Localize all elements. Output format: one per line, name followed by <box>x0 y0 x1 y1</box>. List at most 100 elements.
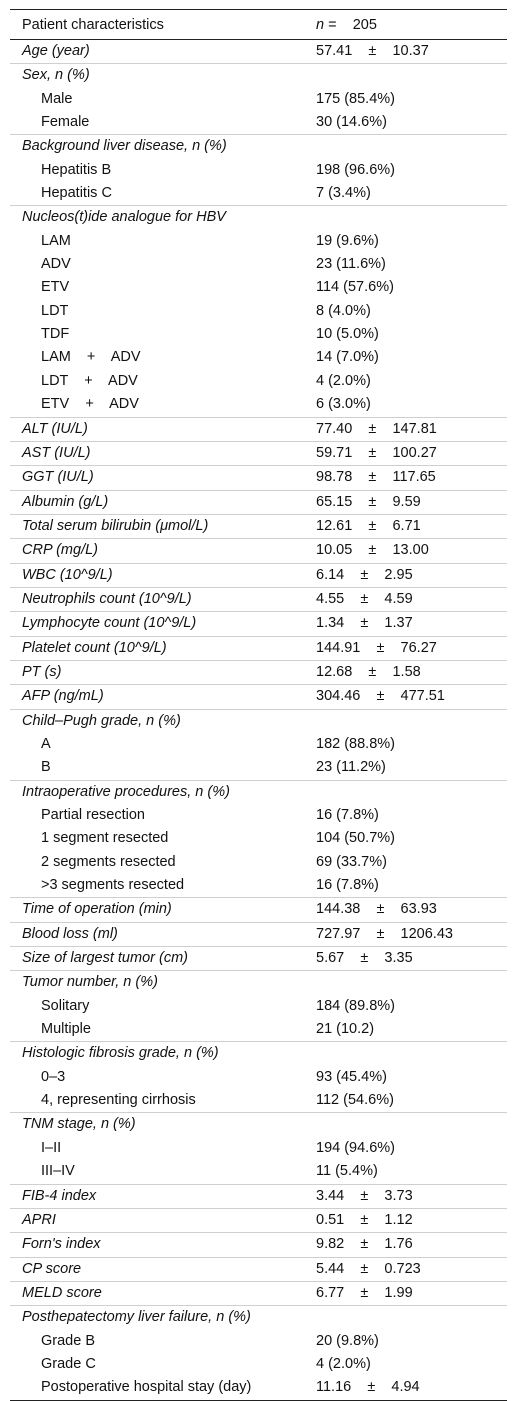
table-row: Lymphocyte count (10^9/L) 1.34 ± 1.37 <box>10 611 507 635</box>
table-row: III–IV 11 (5.4%) <box>10 1160 507 1183</box>
row-value: 93 (45.4%) <box>316 1068 387 1085</box>
row-label: Partial resection <box>41 807 145 823</box>
table-row: LDT 8 (4.0%) <box>10 300 507 323</box>
row-value: 10.05 ± 13.00 <box>316 542 429 559</box>
table-header-row: Patient characteristics n = 205 <box>10 10 507 40</box>
row-value: 8 (4.0%) <box>316 302 371 319</box>
row-label: A <box>41 735 51 752</box>
row-label: Grade C <box>41 1355 96 1372</box>
row-label: WBC (10^9/L) <box>22 566 113 583</box>
row-value: 4 (2.0%) <box>316 1355 371 1372</box>
table-row: MELD score 6.77 ± 1.99 <box>10 1280 507 1305</box>
row-value: 10 (5.0%) <box>316 326 379 343</box>
table-row: ADV 23 (11.6%) <box>10 253 507 276</box>
row-label: III–IV <box>41 1163 75 1180</box>
table-row: Postoperative hospital stay (day) 11.16 ±… <box>10 1376 507 1399</box>
table-row: Total serum bilirubin (μmol/L) 12.61 ± 6.… <box>10 513 507 538</box>
row-label: Neutrophils count (10^9/L) <box>22 590 192 607</box>
row-label: FIB-4 index <box>22 1187 97 1204</box>
table-row: Multiple 21 (10.2) <box>10 1018 507 1041</box>
table-row: LDT + ADV 4 (2.0%) <box>10 370 507 393</box>
row-value: 175 (85.4%) <box>316 90 395 107</box>
row-value: 16 (7.8%) <box>316 877 379 894</box>
header-n-value-text: = 205 <box>328 17 377 33</box>
row-value: 114 (57.6%) <box>316 279 394 296</box>
row-value: 6.14 ± 2.95 <box>316 566 413 583</box>
table-row: 1 segment resected 104 (50.7%) <box>10 827 507 850</box>
row-value: 1.34 ± 1.37 <box>316 615 413 632</box>
row-value: 4.55 ± 4.59 <box>316 590 413 607</box>
row-label: LDT + ADV <box>41 372 138 389</box>
row-value: 59.71 ± 100.27 <box>316 444 437 461</box>
row-label: Intraoperative procedures, n (%) <box>22 783 230 800</box>
table-row: FIB-4 index 3.44 ± 3.73 <box>10 1183 507 1208</box>
row-label: TDF <box>41 326 70 343</box>
row-label: Hepatitis B <box>41 161 112 178</box>
row-label: Solitary <box>41 997 90 1014</box>
table-row: Hepatitis B 198 (96.6%) <box>10 159 507 182</box>
row-value: 16 (7.8%) <box>316 807 379 823</box>
table-row: Blood loss (ml) 727.97 ± 1206.43 <box>10 921 507 946</box>
table-row: Sex, n (%) <box>10 63 507 87</box>
table-row: WBC (10^9/L) 6.14 ± 2.95 <box>10 562 507 587</box>
row-label: PT (s) <box>22 663 62 680</box>
row-value: 20 (9.8%) <box>316 1332 379 1349</box>
table-row: Solitary 184 (89.8%) <box>10 995 507 1018</box>
row-value: 30 (14.6%) <box>316 114 387 131</box>
row-value: 182 (88.8%) <box>316 735 395 752</box>
row-value: 198 (96.6%) <box>316 161 395 178</box>
row-value: 5.67 ± 3.35 <box>316 950 413 967</box>
table-row: Grade C 4 (2.0%) <box>10 1353 507 1376</box>
row-label: B <box>41 759 51 776</box>
row-label: CP score <box>22 1260 82 1277</box>
table-row: Grade B 20 (9.8%) <box>10 1330 507 1353</box>
row-value: 144.38 ± 63.93 <box>316 901 437 918</box>
header-label: Patient characteristics <box>22 17 164 33</box>
table-row: APRI 0.51 ± 1.12 <box>10 1207 507 1232</box>
row-value: 21 (10.2) <box>316 1021 375 1038</box>
row-value: 23 (11.6%) <box>316 256 386 273</box>
row-label: TNM stage, n (%) <box>22 1116 136 1133</box>
row-label: ADV <box>41 256 71 273</box>
row-label: ETV + ADV <box>41 396 139 413</box>
row-value: 194 (94.6%) <box>316 1139 395 1156</box>
row-value: 77.40 ± 147.81 <box>316 420 437 437</box>
row-label: Multiple <box>41 1021 91 1038</box>
row-value: 304.46 ± 477.51 <box>316 688 445 705</box>
row-label: Forn's index <box>22 1236 101 1253</box>
row-value: 6.77 ± 1.99 <box>316 1284 413 1301</box>
row-label: Total serum bilirubin (μmol/L) <box>22 517 209 534</box>
table-row: Forn's index 9.82 ± 1.76 <box>10 1232 507 1256</box>
row-label: Female <box>41 114 90 131</box>
table-row: CRP (mg/L) 10.05 ± 13.00 <box>10 538 507 562</box>
row-value: 57.41 ± 10.37 <box>316 43 429 59</box>
row-label: 4, representing cirrhosis <box>41 1092 196 1109</box>
row-label: Tumor number, n (%) <box>22 974 158 991</box>
table-row: Male 175 (85.4%) <box>10 88 507 111</box>
row-value: 11 (5.4%) <box>316 1163 378 1180</box>
table-row: Intraoperative procedures, n (%) <box>10 779 507 804</box>
table-row: Child–Pugh grade, n (%) <box>10 708 507 733</box>
table-row: 0–3 93 (45.4%) <box>10 1066 507 1089</box>
table-row: LAM 19 (9.6%) <box>10 230 507 253</box>
row-label: Blood loss (ml) <box>22 925 118 942</box>
row-label: Time of operation (min) <box>22 901 172 918</box>
table-row: Platelet count (10^9/L) 144.91 ± 76.27 <box>10 635 507 660</box>
table-row: Albumin (g/L) 65.15 ± 9.59 <box>10 489 507 514</box>
row-label: LAM <box>41 232 71 249</box>
table-row: TDF 10 (5.0%) <box>10 323 507 346</box>
row-label: CRP (mg/L) <box>22 542 98 559</box>
row-value: 14 (7.0%) <box>316 349 379 366</box>
row-label: Hepatitis C <box>41 185 112 202</box>
row-label: Grade B <box>41 1332 95 1349</box>
row-label: Platelet count (10^9/L) <box>22 639 167 656</box>
row-label: Size of largest tumor (cm) <box>22 950 188 967</box>
row-label: LDT <box>41 302 69 319</box>
patient-characteristics-table: Patient characteristics n = 205 Age (yea… <box>10 9 507 1401</box>
row-label: GGT (IU/L) <box>22 469 94 486</box>
table-row: Tumor number, n (%) <box>10 970 507 994</box>
row-label: Histologic fibrosis grade, n (%) <box>22 1045 219 1062</box>
table-row: TNM stage, n (%) <box>10 1112 507 1136</box>
table-row: AST (IU/L) 59.71 ± 100.27 <box>10 440 507 465</box>
row-label: 1 segment resected <box>41 830 169 847</box>
